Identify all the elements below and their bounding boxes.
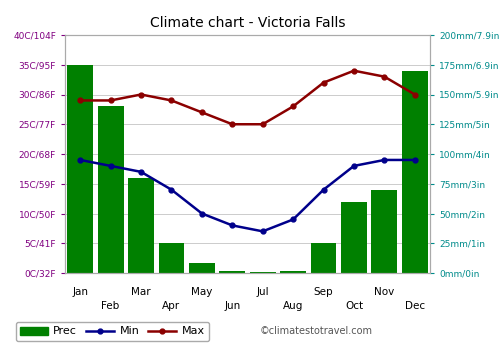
Bar: [68, 65, 93, 273]
Text: Jan: Jan: [72, 287, 88, 297]
Max: [199, 110, 205, 114]
Legend: Prec, Min, Max: Prec, Min, Max: [16, 322, 209, 341]
Text: May: May: [191, 287, 212, 297]
Min: [168, 188, 174, 192]
Text: Nov: Nov: [374, 287, 394, 297]
Line: Max: Max: [78, 68, 417, 127]
Max: [138, 92, 144, 97]
Max: [290, 104, 296, 108]
Max: [260, 122, 266, 126]
Bar: [158, 243, 184, 273]
Min: [138, 170, 144, 174]
Text: Dec: Dec: [404, 301, 425, 311]
Min: [290, 217, 296, 222]
Min: [77, 158, 83, 162]
Bar: [250, 272, 276, 273]
Line: Min: Min: [78, 158, 417, 234]
Bar: [402, 71, 427, 273]
Min: [382, 158, 388, 162]
Max: [351, 69, 357, 73]
Bar: [220, 271, 245, 273]
Min: [412, 158, 418, 162]
Text: Jun: Jun: [224, 301, 240, 311]
Text: Sep: Sep: [314, 287, 334, 297]
Bar: [189, 264, 215, 273]
Max: [412, 92, 418, 97]
Min: [230, 223, 235, 228]
Text: Jul: Jul: [256, 287, 269, 297]
Max: [230, 122, 235, 126]
Min: [351, 164, 357, 168]
Bar: [310, 243, 336, 273]
Max: [108, 98, 114, 103]
Bar: [128, 178, 154, 273]
Text: ©climatestotravel.com: ©climatestotravel.com: [260, 326, 373, 336]
Min: [260, 229, 266, 233]
Max: [168, 98, 174, 103]
Text: Mar: Mar: [131, 287, 151, 297]
Max: [320, 80, 326, 85]
Max: [382, 75, 388, 79]
Title: Climate chart - Victoria Falls: Climate chart - Victoria Falls: [150, 16, 345, 30]
Min: [320, 188, 326, 192]
Min: [199, 211, 205, 216]
Bar: [98, 106, 124, 273]
Max: [77, 98, 83, 103]
Text: Feb: Feb: [102, 301, 120, 311]
Bar: [372, 190, 398, 273]
Min: [108, 164, 114, 168]
Bar: [280, 271, 306, 273]
Text: Aug: Aug: [283, 301, 304, 311]
Text: Apr: Apr: [162, 301, 180, 311]
Text: Oct: Oct: [345, 301, 363, 311]
Bar: [341, 202, 367, 273]
